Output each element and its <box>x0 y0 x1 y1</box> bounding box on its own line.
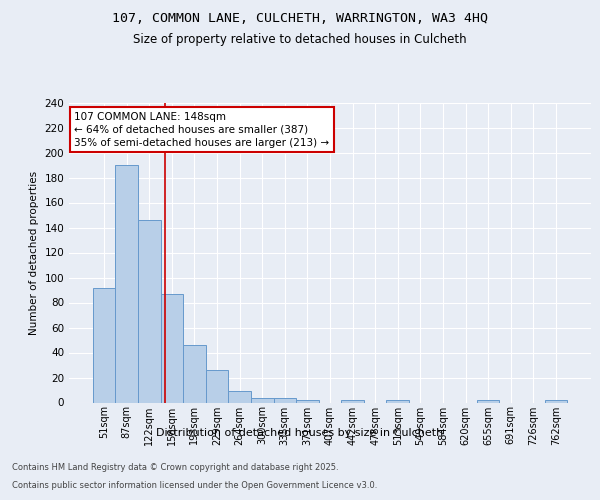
Bar <box>545 400 567 402</box>
Bar <box>115 165 138 402</box>
Bar <box>251 398 274 402</box>
Bar <box>138 220 161 402</box>
Text: Size of property relative to detached houses in Culcheth: Size of property relative to detached ho… <box>133 32 467 46</box>
Bar <box>183 345 206 403</box>
Bar <box>341 400 364 402</box>
Text: 107, COMMON LANE, CULCHETH, WARRINGTON, WA3 4HQ: 107, COMMON LANE, CULCHETH, WARRINGTON, … <box>112 12 488 26</box>
Bar <box>93 288 115 403</box>
Bar <box>206 370 229 402</box>
Bar <box>386 400 409 402</box>
Text: 107 COMMON LANE: 148sqm
← 64% of detached houses are smaller (387)
35% of semi-d: 107 COMMON LANE: 148sqm ← 64% of detache… <box>74 112 329 148</box>
Bar <box>229 391 251 402</box>
Bar <box>161 294 183 403</box>
Text: Contains public sector information licensed under the Open Government Licence v3: Contains public sector information licen… <box>12 481 377 490</box>
Bar <box>477 400 499 402</box>
Text: Contains HM Land Registry data © Crown copyright and database right 2025.: Contains HM Land Registry data © Crown c… <box>12 462 338 471</box>
Bar <box>274 398 296 402</box>
Y-axis label: Number of detached properties: Number of detached properties <box>29 170 39 334</box>
Bar <box>296 400 319 402</box>
Text: Distribution of detached houses by size in Culcheth: Distribution of detached houses by size … <box>157 428 443 438</box>
